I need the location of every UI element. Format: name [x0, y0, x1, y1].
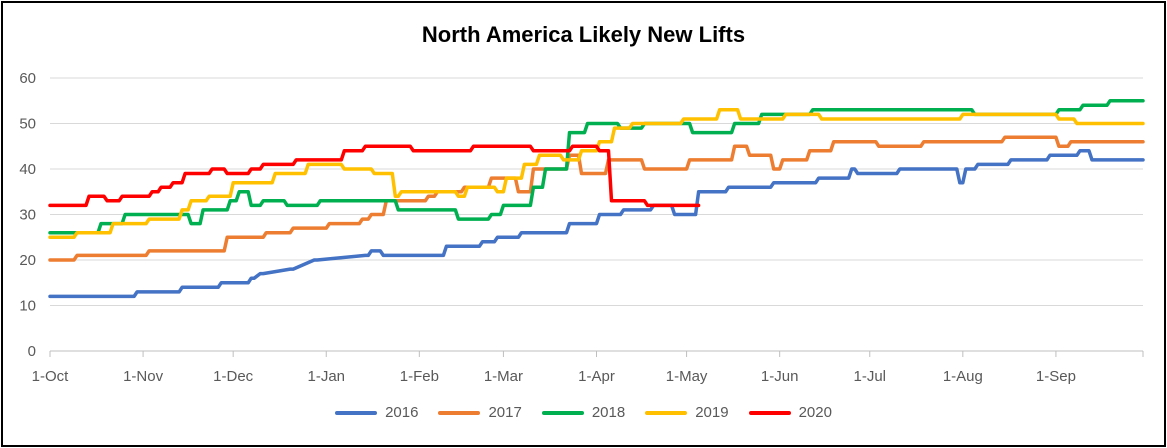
x-tick-label: 1-Sep: [1036, 368, 1076, 385]
legend-item-2020: 2020: [748, 404, 832, 421]
x-tick-label: 1-Aug: [943, 368, 983, 385]
legend-swatch: [438, 410, 481, 415]
y-tick-label: 10: [19, 298, 36, 315]
series-line-2016: [48, 149, 1145, 299]
x-tick-label: 1-Mar: [484, 368, 523, 385]
x-tick-label: 1-Oct: [32, 368, 70, 385]
x-tick-label: 1-Jul: [853, 368, 886, 385]
gridlines: [50, 77, 1143, 306]
x-tick-label: 1-Jun: [761, 368, 799, 385]
y-tick-label: 30: [19, 207, 36, 224]
legend-item-2019: 2019: [645, 404, 729, 421]
series-line-2017: [48, 135, 1145, 262]
legend-swatch: [748, 410, 791, 415]
legend-swatch: [335, 410, 378, 415]
y-tick-label: 0: [28, 343, 36, 360]
legend-label: 2018: [591, 404, 626, 421]
legend-swatch: [645, 410, 688, 415]
legend-item-2017: 2017: [438, 404, 522, 421]
x-tick-label: 1-Feb: [400, 368, 439, 385]
legend-item-2016: 2016: [335, 404, 418, 421]
legend-item-2018: 2018: [541, 404, 626, 421]
legend-swatch: [541, 410, 584, 415]
series-line-2018: [48, 99, 1145, 235]
x-tick-label: 1-Apr: [578, 368, 615, 385]
series-line-2020: [48, 144, 701, 208]
legend: 2016 2017 2018 2019 2020: [0, 404, 1167, 421]
x-tick-label: 1-Dec: [213, 368, 254, 385]
legend-label: 2020: [798, 404, 832, 421]
legend-label: 2017: [488, 404, 522, 421]
y-tick-label: 40: [19, 161, 36, 178]
y-tick-label: 20: [19, 252, 36, 269]
series-lines: [48, 99, 1145, 299]
axes: 0 10 20 30 40 50 60 1-Oct 1-Nov 1-Dec 1-Jan 1-Feb 1-…: [19, 70, 1144, 385]
y-tick-label: 50: [19, 116, 36, 133]
chart-title: North America Likely New Lifts: [421, 22, 746, 47]
x-tick-label: 1-May: [666, 368, 708, 385]
y-tick-label: 60: [19, 70, 36, 87]
series-line-2019: [48, 108, 1145, 240]
legend-label: 2019: [695, 404, 729, 421]
legend-label: 2016: [385, 404, 419, 421]
x-tick-label: 1-Jan: [307, 368, 345, 385]
x-tick-label: 1-Nov: [123, 368, 164, 385]
